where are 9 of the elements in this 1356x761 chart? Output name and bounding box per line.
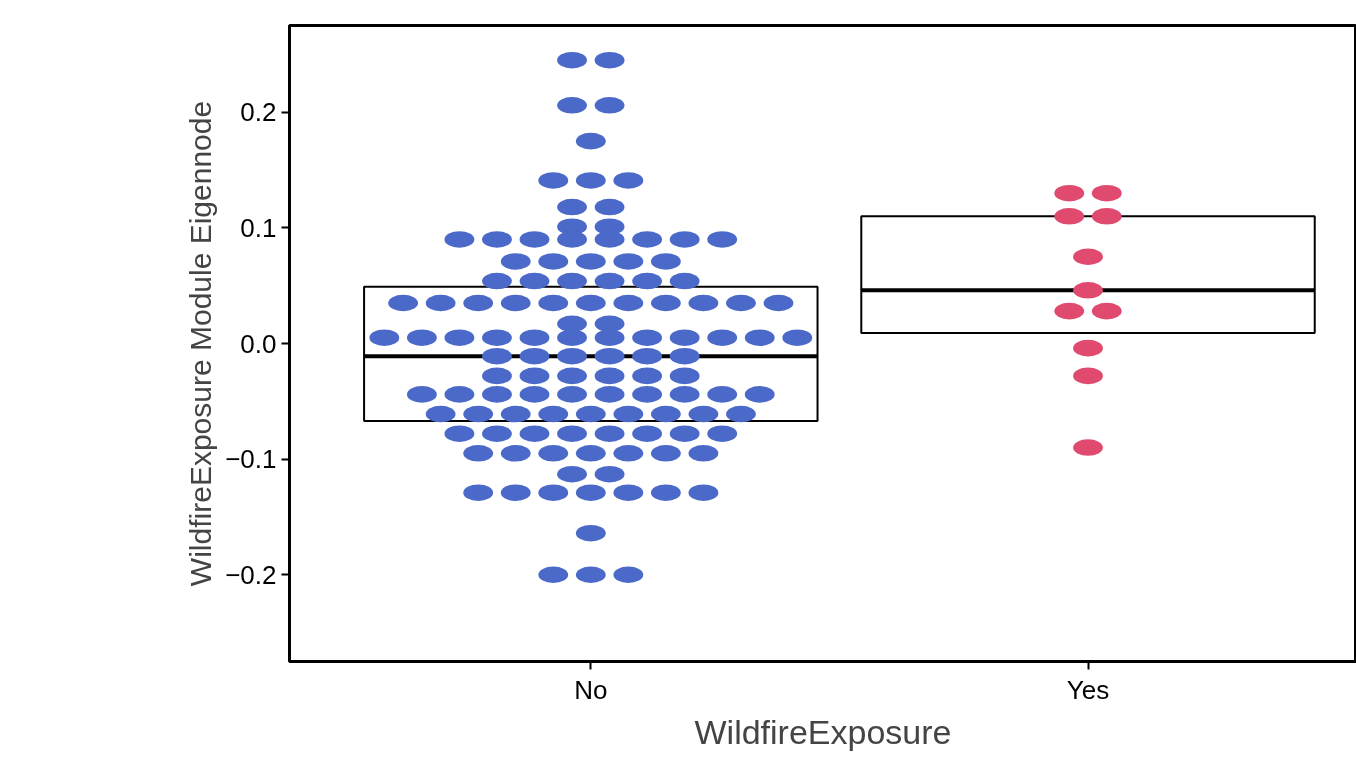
x-tick-label: Yes [1066,674,1110,705]
y-tick-label: −0.2 [225,559,277,590]
x-axis-title: WildfireExposure [694,712,952,751]
y-tick-label: 0.2 [240,97,277,128]
x-tick-label: No [574,674,608,705]
y-tick-label: −0.1 [225,444,277,475]
y-tick-label: 0.0 [240,328,277,359]
y-tick-label: 0.1 [240,212,277,243]
y-axis-title: WildfireExposure Module Eigennode [184,100,218,587]
